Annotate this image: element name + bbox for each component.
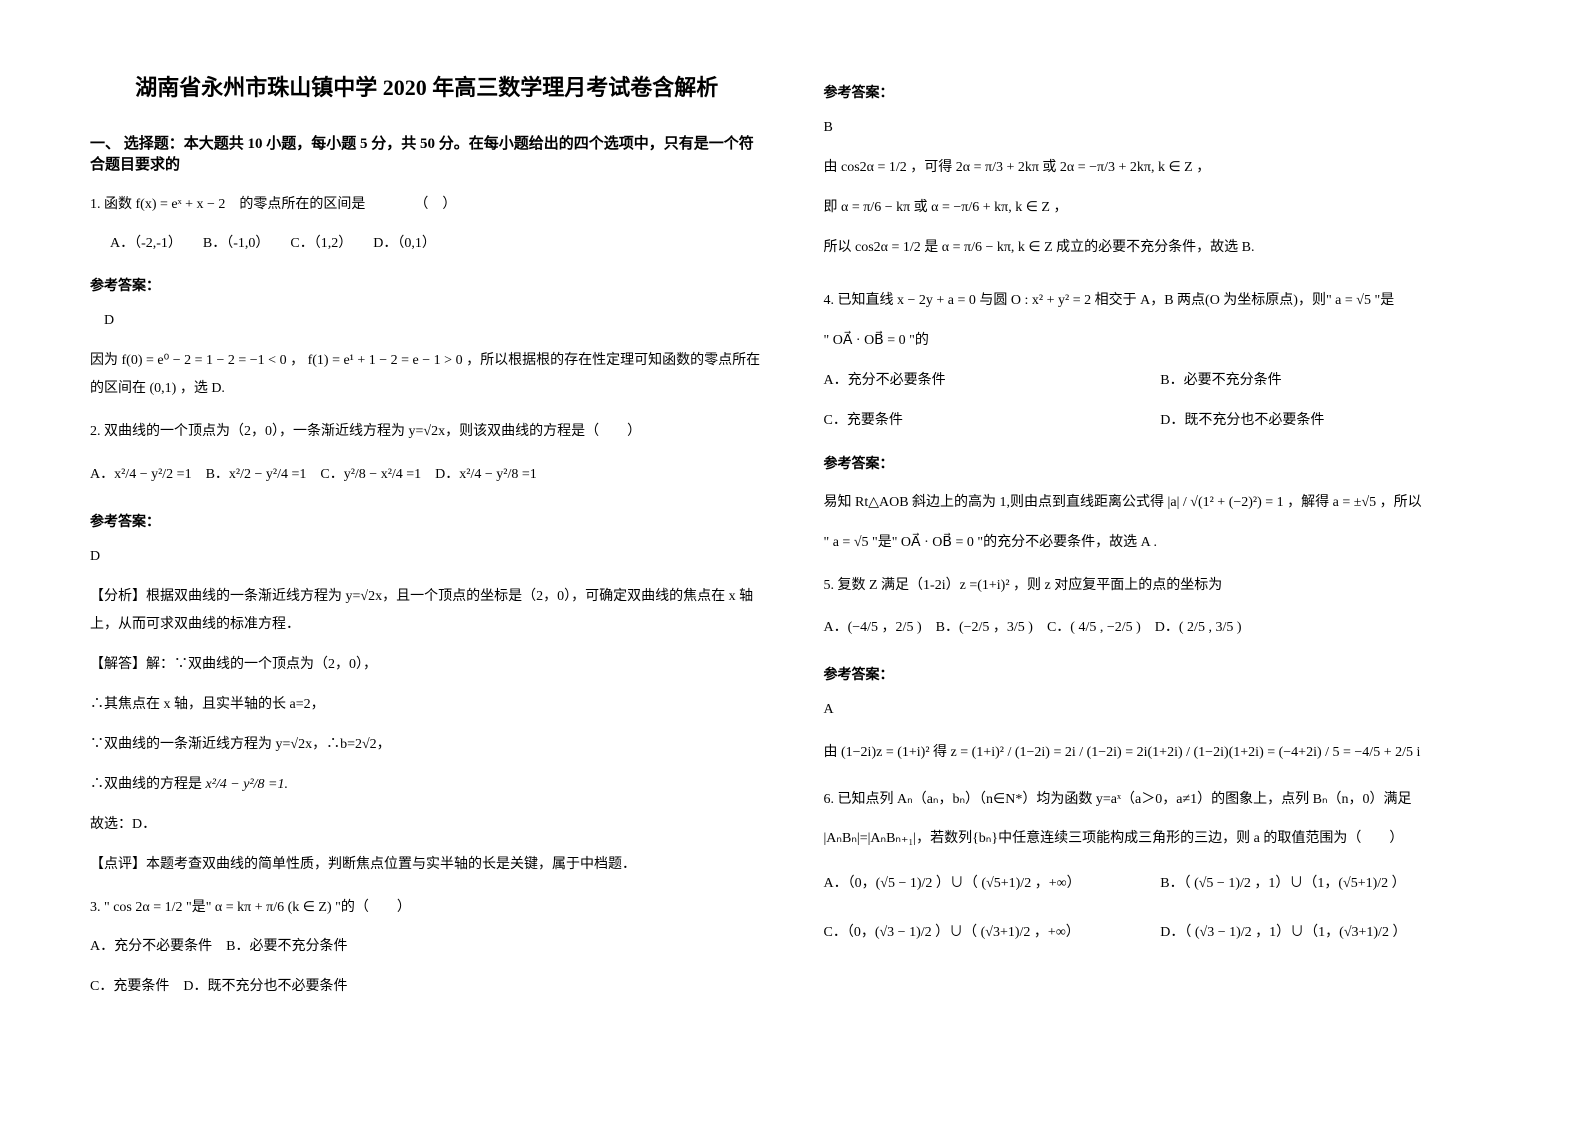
q3-sol-l2: 即 α = π/6 − kπ 或 α = −π/6 + kπ, k ∈ Z ，: [824, 194, 1498, 222]
q4-stem: 4. 已知直线 x − 2y + a = 0 与圆 O : x² + y² = …: [824, 288, 1498, 315]
q6-optA: A．（0，(√5 − 1)/2 ）∪（ (√5+1)/2 ，+∞）: [824, 869, 1161, 900]
q2-options: A．x²/4 − y²/2 =1 B．x²/2 − y²/4 =1 C．y²/8…: [90, 460, 764, 491]
q2-sol6: 故选：D．: [90, 811, 764, 839]
q4-optD: D．既不充分也不必要条件: [1160, 407, 1497, 435]
answer-label-1: 参考答案：: [90, 275, 764, 295]
q3-opts1: A．充分不必要条件 B．必要不充分条件: [90, 933, 764, 961]
q3-stem: 3. " cos 2α = 1/2 "是" α = kπ + π/6 (k ∈ …: [90, 895, 764, 922]
answer-label-3: 参考答案：: [824, 82, 1498, 102]
q1-answer: D: [90, 307, 764, 335]
q2-sol7: 【点评】本题考查双曲线的简单性质，判断焦点位置与实半轴的长是关键，属于中档题．: [90, 851, 764, 879]
q2-answer: D: [90, 543, 764, 571]
q3-answer: B: [824, 114, 1498, 142]
q6-stem2: |AₙBₙ|=|AₙBₙ₊₁|，若数列{bₙ}中任意连续三项能构成三角形的三边，…: [824, 825, 1498, 853]
q6-optD: D．（ (√3 − 1)/2 ，1）∪（1，(√3+1)/2 ）: [1160, 918, 1497, 949]
q6-optC: C．（0，(√3 − 1)/2 ）∪（ (√3+1)/2 ，+∞）: [824, 918, 1161, 949]
left-column: 湖南省永州市珠山镇中学 2020 年高三数学理月考试卷含解析 一、 选择题：本大…: [90, 70, 764, 1052]
q6-options-row2: C．（0，(√3 − 1)/2 ）∪（ (√3+1)/2 ，+∞） D．（ (√…: [824, 918, 1498, 949]
q4-sol1: 易知 Rt△AOB 斜边上的高为 1,则由点到直线距离公式得 |a| / √(1…: [824, 489, 1498, 517]
q4-optB: B．必要不充分条件: [1160, 367, 1497, 395]
q5-stem: 5. 复数 Z 满足（1-2i）z =(1+i)² ，则 z 对应复平面上的点的…: [824, 573, 1498, 600]
q2-sol2: 【解答】解：∵双曲线的一个顶点为（2，0），: [90, 651, 764, 679]
q4-options-row2: C．充要条件 D．既不充分也不必要条件: [824, 407, 1498, 435]
q4-stem2: " OA⃗ · OB⃗ = 0 "的: [824, 327, 1498, 355]
answer-label-5: 参考答案：: [824, 664, 1498, 684]
q2-sol5-prefix: ∴双曲线的方程是: [90, 777, 206, 792]
q4-options-row1: A．充分不必要条件 B．必要不充分条件: [824, 367, 1498, 395]
q5-options: A．(−4/5 ，2/5 ) B．(−2/5 ，3/5 ) C．( 4/5 , …: [824, 613, 1498, 644]
q4-optA: A．充分不必要条件: [824, 367, 1161, 395]
q2-sol5-formula: x²/4 − y²/8 =1.: [206, 777, 289, 792]
q1-options: A．（-2,-1） B．（-1,0） C．（1,2） D．（0,1）: [110, 231, 764, 258]
q4-optC: C．充要条件: [824, 407, 1161, 435]
q2-sol5: ∴双曲线的方程是 x²/4 − y²/8 =1.: [90, 771, 764, 799]
q3-opts2: C．充要条件 D．既不充分也不必要条件: [90, 973, 764, 1001]
q6-optB: B．（ (√5 − 1)/2 ，1）∪（1，(√5+1)/2 ）: [1160, 869, 1497, 900]
q5-sol: 由 (1−2i)z = (1+i)² 得 z = (1+i)² / (1−2i)…: [824, 738, 1498, 769]
q1-stem: 1. 函数 f(x) = eˣ + x − 2 的零点所在的区间是 （ ）: [90, 192, 764, 219]
q2-sol1: 【分析】根据双曲线的一条渐近线方程为 y=√2x，且一个顶点的坐标是（2，0），…: [90, 583, 764, 639]
answer-label-4: 参考答案：: [824, 453, 1498, 473]
q1-solution: 因为 f(0) = e⁰ − 2 = 1 − 2 = −1 < 0 ， f(1)…: [90, 347, 764, 403]
right-column: 参考答案： B 由 cos2α = 1/2 ，可得 2α = π/3 + 2kπ…: [824, 70, 1498, 1052]
section-heading: 一、 选择题：本大题共 10 小题，每小题 5 分，共 50 分。在每小题给出的…: [90, 132, 764, 174]
q2-sol4: ∵双曲线的一条渐近线方程为 y=√2x，∴b=2√2，: [90, 731, 764, 759]
q2-stem: 2. 双曲线的一个顶点为（2，0），一条渐近线方程为 y=√2x，则该双曲线的方…: [90, 419, 764, 446]
q3-sol-l1: 由 cos2α = 1/2 ，可得 2α = π/3 + 2kπ 或 2α = …: [824, 154, 1498, 182]
exam-title: 湖南省永州市珠山镇中学 2020 年高三数学理月考试卷含解析: [90, 70, 764, 102]
q6-stem: 6. 已知点列 Aₙ（aₙ，bₙ）（n∈N*）均为函数 y=aˣ（a＞0，a≠1…: [824, 787, 1498, 814]
q2-sol3: ∴其焦点在 x 轴，且实半轴的长 a=2，: [90, 691, 764, 719]
q4-sol2: " a = √5 "是" OA⃗ · OB⃗ = 0 "的充分不必要条件，故选 …: [824, 529, 1498, 557]
q5-answer: A: [824, 696, 1498, 724]
q6-options-row1: A．（0，(√5 − 1)/2 ）∪（ (√5+1)/2 ，+∞） B．（ (√…: [824, 869, 1498, 900]
answer-label-2: 参考答案：: [90, 511, 764, 531]
q3-sol-l3: 所以 cos2α = 1/2 是 α = π/6 − kπ, k ∈ Z 成立的…: [824, 234, 1498, 262]
